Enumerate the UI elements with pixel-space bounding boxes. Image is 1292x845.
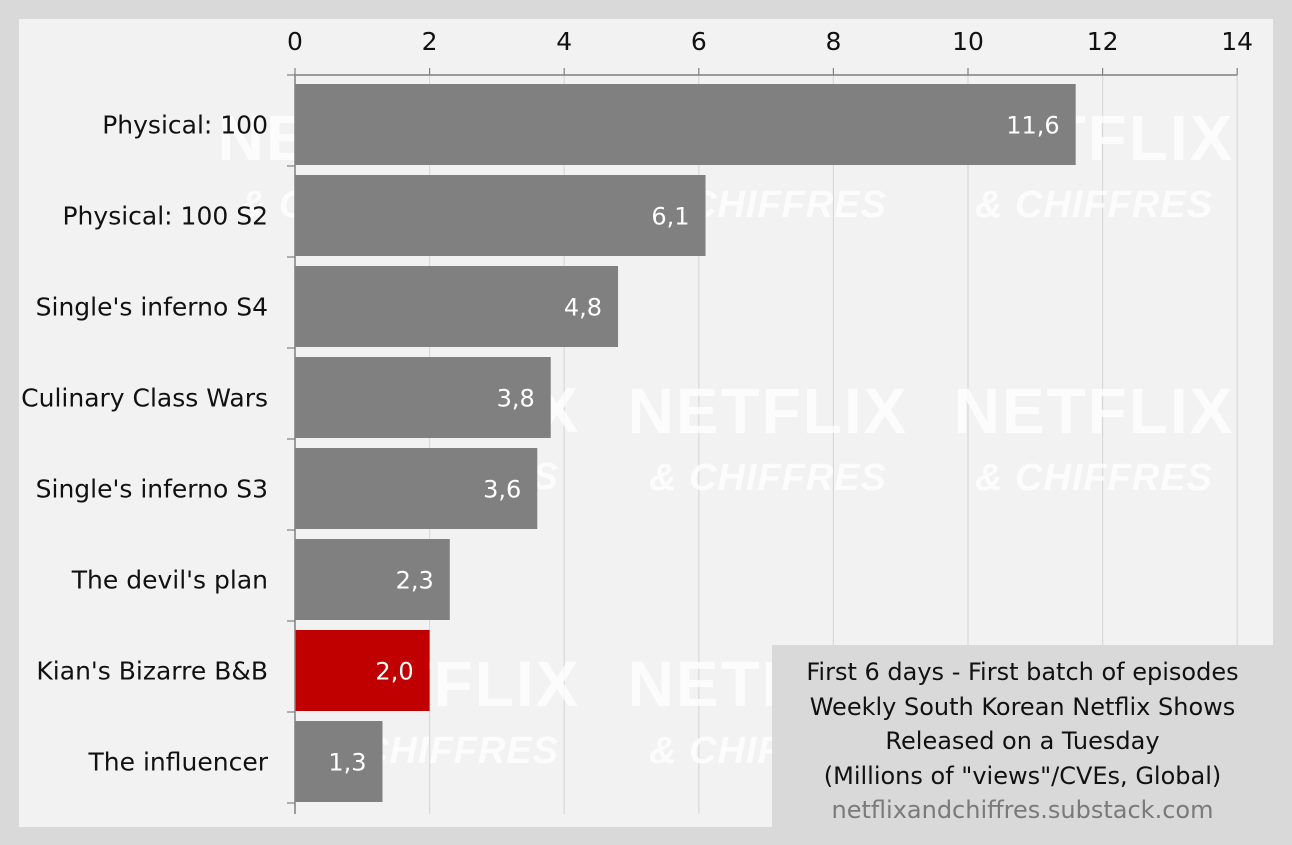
annotation-box: First 6 days - First batch of episodes W…	[772, 645, 1273, 827]
bar	[295, 630, 430, 711]
x-tick-label: 12	[1087, 27, 1119, 56]
annotation-line-1: First 6 days - First batch of episodes	[806, 658, 1239, 686]
watermark-title: NETFLIX	[954, 375, 1235, 447]
x-tick-label: 0	[287, 27, 303, 56]
data-label: 3,6	[483, 476, 521, 504]
data-label: 3,8	[497, 385, 535, 413]
data-label: 2,3	[396, 567, 434, 595]
category-labels: Physical: 100 Physical: 100 S2 Single's in…	[21, 111, 269, 777]
category-label: Physical: 100 S2	[62, 202, 268, 231]
data-label: 11,6	[1006, 112, 1059, 140]
x-tick-label: 2	[422, 27, 438, 56]
source-link-text: netflixandchiffres.substack.com	[831, 796, 1214, 824]
watermark-title: NETFLIX	[628, 375, 909, 447]
data-label: 1,3	[328, 749, 366, 777]
category-label: The devil's plan	[71, 566, 268, 595]
bar	[295, 448, 538, 529]
bar	[295, 357, 551, 438]
x-tick-label: 10	[952, 27, 984, 56]
category-label: Single's inferno S4	[36, 293, 268, 322]
category-label: The influencer	[88, 748, 269, 777]
x-tick-label: 14	[1221, 27, 1253, 56]
bar	[295, 266, 619, 347]
x-tick-label: 6	[691, 27, 707, 56]
category-label: Single's inferno S3	[36, 475, 268, 504]
bars	[295, 84, 1076, 802]
category-label: Culinary Class Wars	[21, 384, 268, 413]
annotation-line-2: Weekly South Korean Netflix Shows	[809, 692, 1236, 721]
data-label: 6,1	[651, 203, 689, 231]
category-label: Physical: 100	[102, 111, 268, 140]
x-tick-label: 8	[825, 27, 841, 56]
bar	[295, 539, 450, 620]
annotation-line-3: Released on a Tuesday	[885, 727, 1160, 755]
watermark-subtitle: & CHIFFRES	[649, 457, 887, 499]
data-labels: 11,6 6,1 4,8 3,8 3,6 2,3 2,0 1,3	[328, 112, 1059, 777]
watermark-subtitle: & CHIFFRES	[975, 457, 1213, 499]
x-axis: 0 2 4 6 8 10 12 14	[287, 27, 1253, 814]
bar	[295, 84, 1076, 165]
watermark-subtitle: & CHIFFRES	[975, 184, 1213, 226]
annotation-line-4: (Millions of "views"/CVEs, Global)	[823, 761, 1222, 790]
category-label: Kian's Bizarre B&B	[36, 657, 268, 686]
bar	[295, 721, 383, 802]
data-label: 2,0	[375, 658, 413, 686]
x-tick-label: 4	[556, 27, 572, 56]
data-label: 4,8	[564, 294, 602, 322]
bar	[295, 175, 706, 256]
